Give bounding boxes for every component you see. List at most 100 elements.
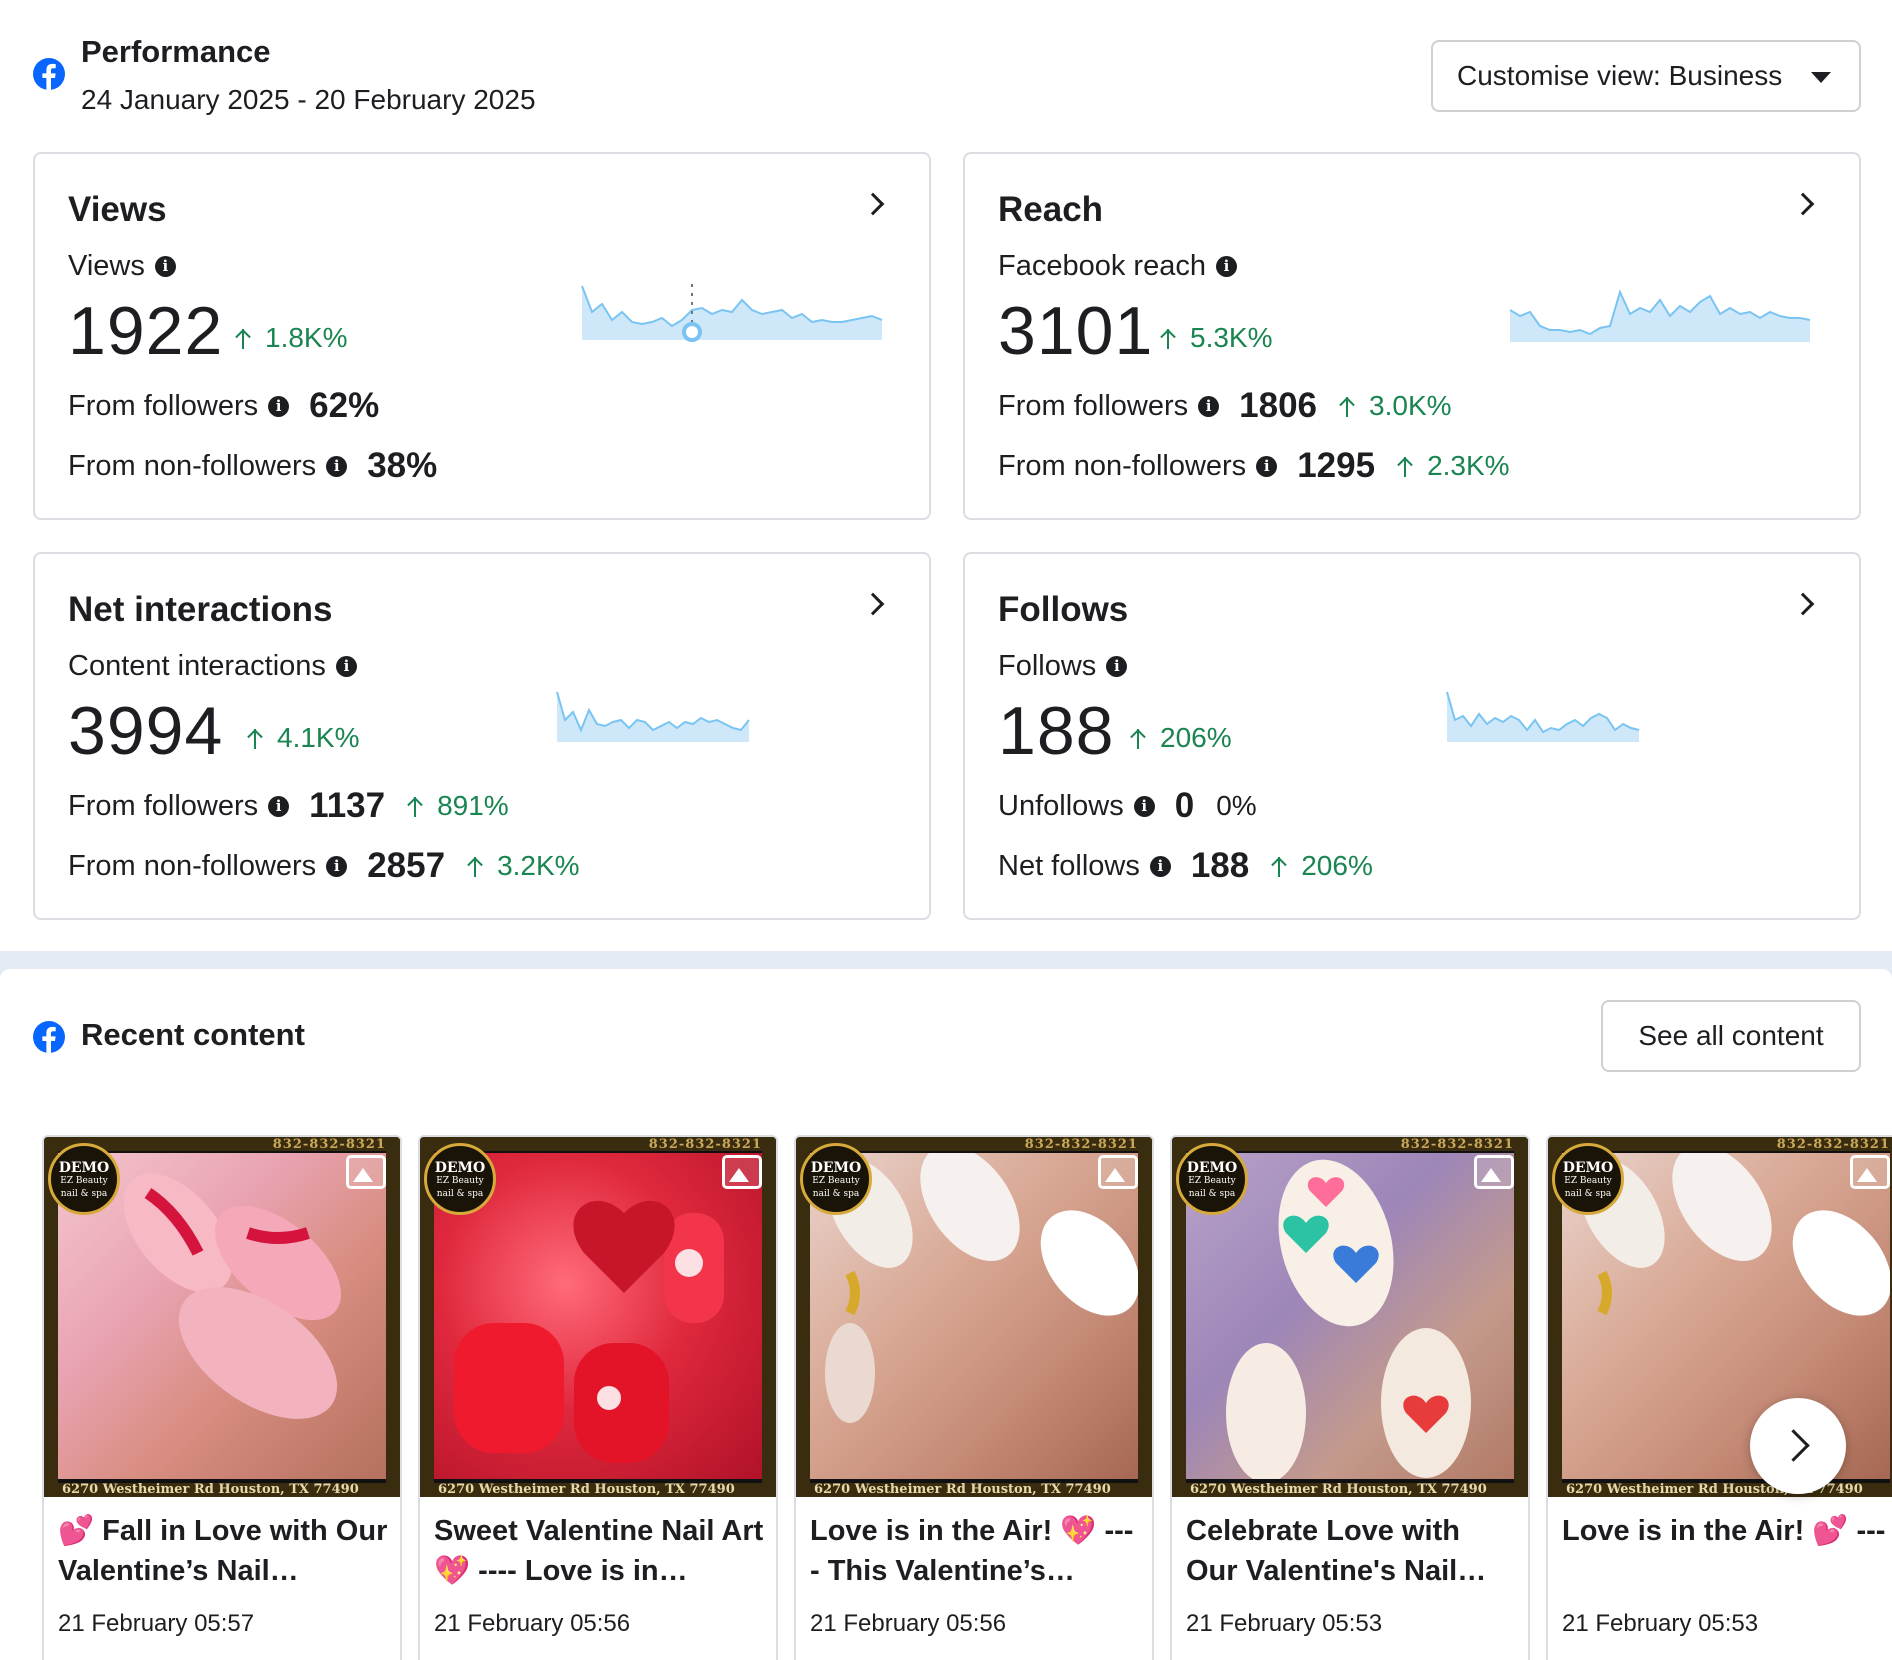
post-date: 21 February 05:56 xyxy=(810,1610,1007,1637)
post-thumbnail[interactable]: 832-832-8321 6270 Westheimer Rd Houston,… xyxy=(796,1137,1152,1497)
metric-label-text: Views xyxy=(68,250,145,282)
chevron-right-icon[interactable] xyxy=(861,192,885,216)
date-range: 24 January 2025 - 20 February 2025 xyxy=(81,84,536,115)
reach-card[interactable]: Reach Facebook reach i 3101 5.3K% From f… xyxy=(963,152,1861,520)
chevron-right-icon[interactable] xyxy=(861,592,885,616)
nail-art-graphic xyxy=(123,1173,341,1419)
metric-value: 3101 xyxy=(998,293,1154,369)
post-card[interactable]: 832-832-8321 6270 Westheimer Rd Houston,… xyxy=(794,1135,1154,1660)
carousel-next-button[interactable] xyxy=(1750,1398,1846,1494)
photo-icon xyxy=(1850,1155,1890,1189)
post-caption: 💕 Fall in Love with Our Valentine’s Nail… xyxy=(58,1515,388,1587)
chevron-right-icon[interactable] xyxy=(1791,192,1815,216)
info-icon[interactable]: i xyxy=(326,455,348,477)
sparkline-chart[interactable] xyxy=(1508,290,1818,350)
sparkline-chart[interactable] xyxy=(555,690,755,750)
metric-value: 1922 xyxy=(68,293,224,369)
logo-text: DEMO xyxy=(1562,1160,1614,1176)
row-label: Unfollows xyxy=(998,789,1124,822)
address-text: 6270 Westheimer Rd Houston, TX 77490 xyxy=(438,1482,735,1497)
arrow-up-icon xyxy=(247,727,263,749)
nail-art-graphic xyxy=(454,1200,724,1463)
logo-text: DEMO xyxy=(58,1160,110,1176)
post-card[interactable]: 832-832-8321 6270 Westheimer Rd Houston,… xyxy=(418,1135,778,1660)
metric-delta: 1.8K% xyxy=(235,322,348,354)
sparkline-chart[interactable] xyxy=(1445,690,1645,750)
metric-label: Views i xyxy=(68,250,176,283)
demo-logo: DEMO EZ Beauty nail & spa xyxy=(424,1143,496,1215)
post-card[interactable]: 832-832-8321 6270 Westheimer Rd Houston,… xyxy=(42,1135,402,1660)
facebook-icon xyxy=(33,58,65,90)
net-follows-row: Net follows i 188 206% xyxy=(998,846,1373,886)
info-icon[interactable]: i xyxy=(1198,395,1220,417)
customise-view-label: Customise view: Business xyxy=(1457,60,1783,91)
metric-delta: 206% xyxy=(1130,722,1232,754)
address-text: 6270 Westheimer Rd Houston, TX 77490 xyxy=(1190,1482,1487,1497)
photo-icon xyxy=(346,1155,386,1189)
info-icon[interactable]: i xyxy=(268,795,290,817)
info-icon[interactable]: i xyxy=(335,656,357,677)
logo-text: DEMO xyxy=(1186,1160,1238,1176)
post-thumbnail[interactable]: 832-832-8321 6270 Westheimer Rd Houston,… xyxy=(420,1137,776,1497)
row-label: From followers xyxy=(998,389,1189,422)
post-date: 21 February 05:56 xyxy=(434,1610,631,1637)
logo-subtext: EZ Beauty nail & spa xyxy=(436,1176,484,1199)
logo-subtext: EZ Beauty nail & spa xyxy=(1564,1176,1612,1199)
row-value: 1295 xyxy=(1297,446,1376,485)
nail-photo xyxy=(434,1153,762,1479)
metric-value: 188 xyxy=(998,693,1115,769)
info-icon[interactable]: i xyxy=(1215,256,1237,277)
frame-border xyxy=(1172,1137,1528,1497)
info-icon[interactable]: i xyxy=(1149,855,1171,877)
chevron-right-icon[interactable] xyxy=(1791,592,1815,616)
sparkline-area xyxy=(1510,292,1810,342)
hover-point xyxy=(682,322,702,342)
post-thumbnail[interactable]: 832-832-8321 6270 Westheimer Rd Houston,… xyxy=(1172,1137,1528,1497)
photo-icon xyxy=(1098,1155,1138,1189)
unfollows-row: Unfollows i 0 0% xyxy=(998,786,1257,826)
phone-text: 832-832-8321 xyxy=(648,1137,762,1152)
customise-view-dropdown[interactable]: Customise view: Business xyxy=(1431,40,1861,112)
row-value: 2857 xyxy=(367,846,446,885)
logo-text: DEMO xyxy=(810,1160,862,1176)
info-icon[interactable]: i xyxy=(1133,795,1155,817)
post-card[interactable]: 832-832-8321 6270 Westheimer Rd Houston,… xyxy=(1546,1135,1892,1660)
info-icon[interactable]: i xyxy=(1106,656,1128,677)
phone-text: 832-832-8321 xyxy=(1400,1137,1514,1152)
metric-label-text: Facebook reach xyxy=(998,250,1206,282)
row-delta-text: 3.0K% xyxy=(1369,390,1452,421)
performance-title: Performance xyxy=(81,34,271,69)
photo-icon xyxy=(722,1155,762,1189)
nail-photo xyxy=(1186,1153,1514,1479)
post-thumbnail[interactable]: 832-832-8321 6270 Westheimer Rd Houston,… xyxy=(44,1137,400,1497)
demo-logo: DEMO EZ Beauty nail & spa xyxy=(1176,1143,1248,1215)
metric-label-text: Content interactions xyxy=(68,650,326,682)
post-caption: Love is in the Air! 💖 ---- This Valentin… xyxy=(810,1515,1134,1587)
follows-card[interactable]: Follows Follows i 188 206% Unfollows i 0… xyxy=(963,552,1861,920)
delta-text: 5.3K% xyxy=(1190,322,1273,353)
info-icon[interactable]: i xyxy=(154,256,176,277)
views-card[interactable]: Views Views i 1922 1.8K% From followers … xyxy=(33,152,931,520)
net-interactions-card[interactable]: Net interactions Content interactions i … xyxy=(33,552,931,920)
row-value: 38% xyxy=(367,446,438,485)
row-label: From non-followers xyxy=(68,449,317,482)
from-followers-row: From followers i 1137 891% xyxy=(68,786,509,826)
metric-label-text: Follows xyxy=(998,650,1097,682)
row-delta: 3.0K% xyxy=(1339,390,1452,422)
sparkline-chart[interactable] xyxy=(580,284,890,344)
info-icon[interactable]: i xyxy=(326,855,348,877)
see-all-content-button[interactable]: See all content xyxy=(1601,1000,1861,1072)
logo-subtext: EZ Beauty nail & spa xyxy=(812,1176,860,1199)
demo-logo: DEMO EZ Beauty nail & spa xyxy=(48,1143,120,1215)
post-date: 21 February 05:53 xyxy=(1186,1610,1383,1637)
logo-subtext: EZ Beauty nail & spa xyxy=(60,1176,108,1199)
metric-label: Content interactions i xyxy=(68,650,357,683)
sparkline-area xyxy=(1447,692,1639,742)
post-card[interactable]: 832-832-8321 6270 Westheimer Rd Houston,… xyxy=(1170,1135,1530,1660)
metric-label: Facebook reach i xyxy=(998,250,1237,283)
info-icon[interactable]: i xyxy=(1256,455,1278,477)
card-title: Views xyxy=(68,190,167,229)
logo-text: DEMO xyxy=(434,1160,486,1176)
info-icon[interactable]: i xyxy=(268,395,290,417)
row-delta: 3.2K% xyxy=(467,850,580,882)
